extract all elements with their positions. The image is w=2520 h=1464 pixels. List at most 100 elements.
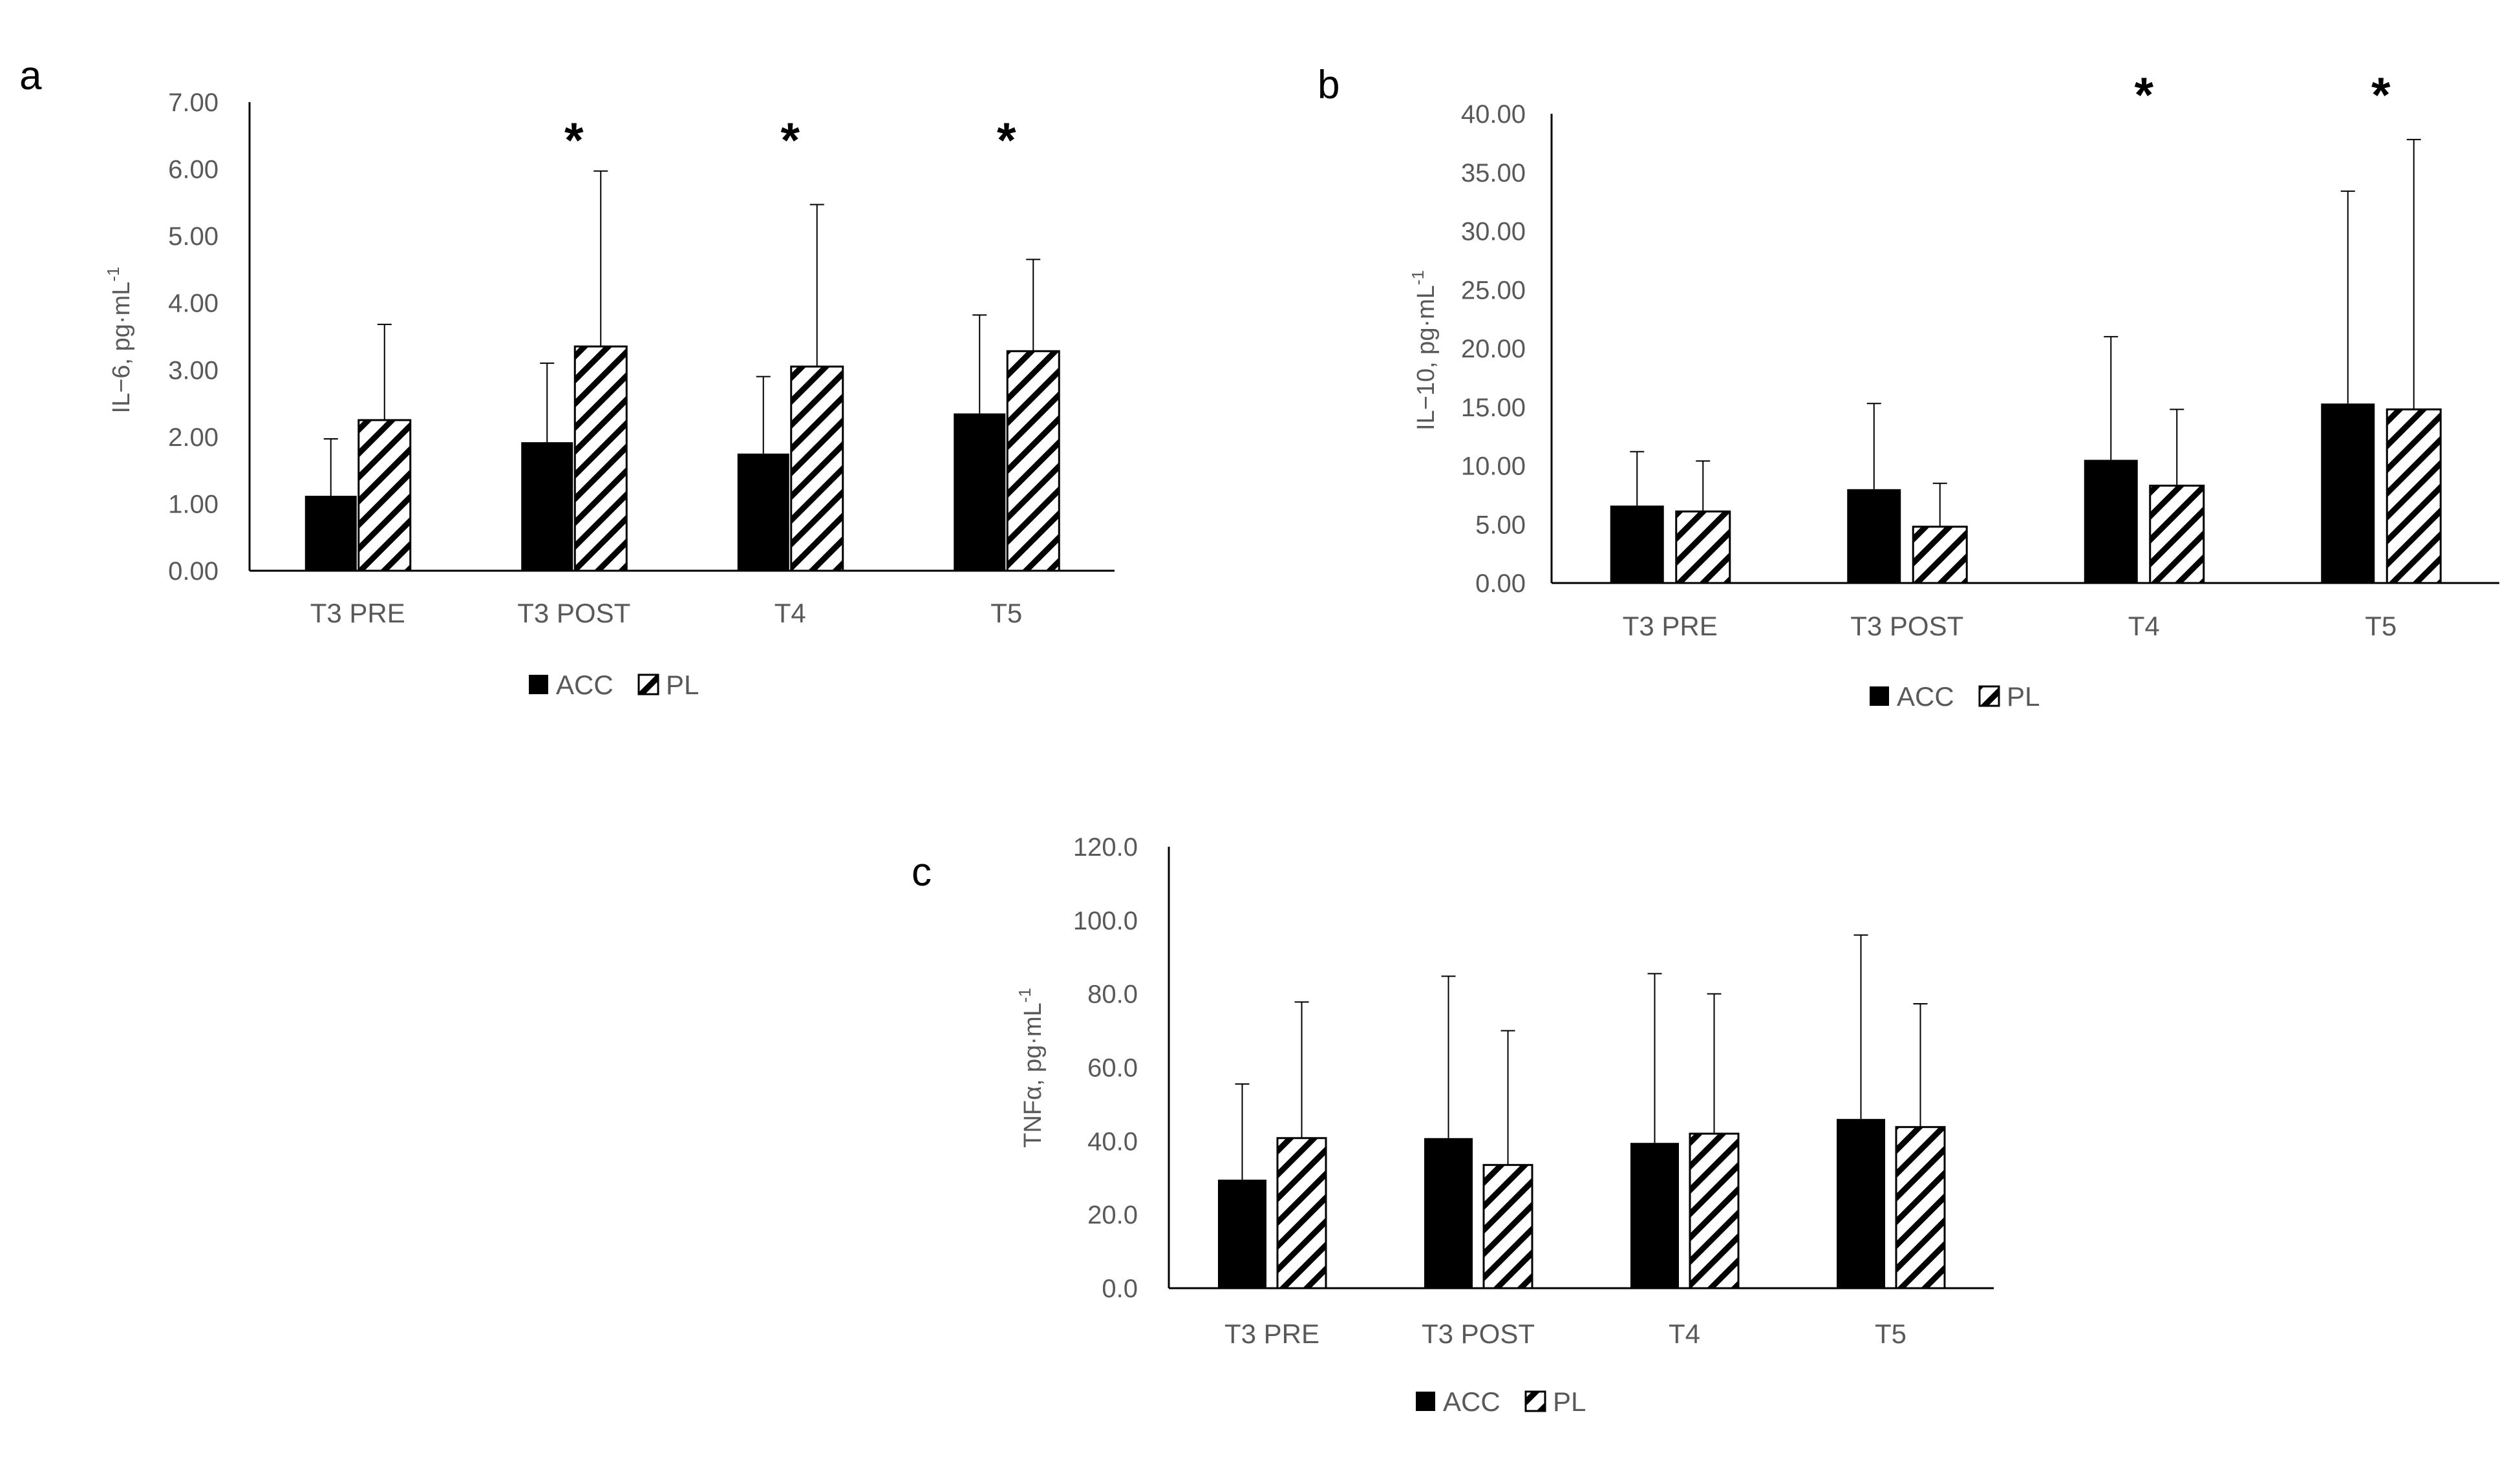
category-labels-b: T3 PRE T3 POST T4 T5	[1623, 611, 2397, 641]
legend-swatch-pl-b	[1978, 685, 2000, 707]
y-tick-labels-c: 0.0 20.0 40.0 60.0 80.0 100.0 120.0	[1073, 833, 1138, 1303]
category-label: T3 PRE	[1224, 1319, 1319, 1349]
legend-label-pl-c: PL	[1553, 1386, 1586, 1417]
y-tick-label: 3.00	[168, 356, 219, 385]
bar-group-a	[304, 170, 1060, 572]
bar-acc	[737, 453, 789, 571]
y-tick-label: 5.00	[168, 222, 219, 251]
significance-marker: *	[2371, 68, 2391, 123]
category-label: T3 PRE	[310, 598, 405, 628]
bar-pl	[2386, 408, 2442, 584]
bar-pl	[1482, 1163, 1533, 1289]
bar-acc	[304, 496, 357, 571]
bar-pl	[2149, 484, 2205, 584]
legend-swatch-acc-c	[1416, 1392, 1435, 1411]
y-tick-label: 20.00	[1461, 335, 1526, 363]
legend-label-acc-a: ACC	[556, 670, 614, 700]
y-axis-label-a: IL−6, pg·mL-1	[103, 267, 135, 414]
category-label: T4	[2128, 611, 2160, 641]
y-tick-labels-a: 0.00 1.00 2.00 3.00 4.00 5.00 6.00 7.00	[168, 89, 219, 586]
y-tick-label: 35.00	[1461, 159, 1526, 187]
category-label: T5	[2365, 611, 2397, 641]
bar-acc	[1630, 1143, 1679, 1288]
y-tick-label: 2.00	[168, 423, 219, 452]
significance-marker: *	[2134, 68, 2153, 123]
y-tick-label: 40.00	[1461, 100, 1526, 129]
bar-acc	[521, 442, 573, 571]
y-tick-label: 60.0	[1087, 1054, 1138, 1083]
significance-marker: *	[997, 113, 1016, 168]
legend-swatch-acc-b	[1870, 686, 1889, 706]
category-label: T3 POST	[517, 598, 630, 628]
bar-pl	[1895, 1126, 1946, 1289]
y-tick-label: 15.00	[1461, 394, 1526, 422]
legend-label-acc-b: ACC	[1897, 681, 1954, 712]
bar-acc	[2084, 460, 2138, 583]
y-axis-label-b: IL−10, pg·mL-1	[1408, 270, 1440, 430]
category-label: T5	[1875, 1319, 1906, 1349]
category-label: T4	[1669, 1319, 1700, 1349]
bar-pl	[358, 419, 412, 572]
y-tick-label: 0.0	[1102, 1275, 1138, 1303]
legend-b: ACC PL	[1870, 681, 2040, 712]
legend-c: ACC PL	[1416, 1386, 1586, 1417]
y-tick-label: 1.00	[168, 490, 219, 518]
svg-text:IL−6, pg·mL-1: IL−6, pg·mL-1	[103, 267, 135, 414]
y-tick-label: 40.0	[1087, 1127, 1138, 1156]
bar-acc	[1424, 1138, 1473, 1288]
y-tick-label: 120.0	[1073, 833, 1138, 862]
significance-marker: *	[564, 113, 584, 168]
y-tick-label: 25.00	[1461, 276, 1526, 304]
bar-pl	[1912, 525, 1968, 584]
bar-acc	[1218, 1180, 1266, 1288]
chart-panel-c: c TNFα, pg·mL-1 0.0 20.0 40.0 60.0 80.0 100.0…	[912, 833, 1994, 1417]
bar-pl	[573, 345, 628, 572]
significance-marker: *	[780, 113, 800, 168]
category-label: T3 POST	[1422, 1319, 1535, 1349]
svg-text:IL−10, pg·mL-1: IL−10, pg·mL-1	[1408, 270, 1440, 430]
chart-panel-a: a IL−6, pg·mL-1 0.00 1.00 2.00 3.00 4.00 5.00…	[19, 54, 1115, 700]
bar-pl	[1006, 350, 1060, 572]
panel-label-c: c	[912, 850, 932, 895]
legend-label-pl-b: PL	[2007, 681, 2040, 712]
chart-panel-b: b IL−10, pg·mL-1 0.00 5.00 10.00 15.00 20.00…	[1318, 63, 2499, 712]
y-tick-label: 6.00	[168, 156, 219, 184]
legend-a: ACC PL	[529, 670, 699, 700]
y-tick-label: 10.00	[1461, 452, 1526, 481]
y-tick-labels-b: 0.00 5.00 10.00 15.00 20.00 25.00 30.00 35.00 40…	[1461, 100, 1526, 598]
y-tick-label: 4.00	[168, 290, 219, 318]
bar-group-b	[1610, 138, 2442, 584]
significance-markers-a: * * *	[564, 113, 1016, 168]
bar-acc	[1610, 505, 1664, 583]
legend-label-acc-c: ACC	[1443, 1386, 1500, 1417]
y-tick-label: 0.00	[168, 557, 219, 586]
legend-label-pl-a: PL	[666, 670, 699, 700]
y-axis-label-c: TNFα, pg·mL-1	[1015, 988, 1047, 1148]
category-label: T5	[990, 598, 1022, 628]
category-labels-c: T3 PRE T3 POST T4 T5	[1224, 1319, 1906, 1349]
panel-label-a: a	[19, 54, 42, 98]
bar-acc	[1847, 489, 1901, 583]
legend-swatch-pl-c	[1524, 1390, 1546, 1412]
panel-label-b: b	[1318, 63, 1340, 107]
y-tick-label: 20.0	[1087, 1201, 1138, 1229]
bar-pl	[1675, 510, 1731, 584]
y-tick-label: 0.00	[1475, 569, 1526, 598]
bar-acc	[954, 413, 1006, 571]
bar-acc	[1837, 1119, 1885, 1288]
y-tick-label: 100.0	[1073, 907, 1138, 935]
bar-acc	[2321, 403, 2375, 583]
y-tick-label: 80.0	[1087, 981, 1138, 1009]
category-label: T4	[774, 598, 806, 628]
bar-pl	[1689, 1132, 1740, 1289]
significance-markers-b: * *	[2134, 68, 2391, 123]
svg-text:TNFα, pg·mL-1: TNFα, pg·mL-1	[1015, 988, 1047, 1148]
category-labels-a: T3 PRE T3 POST T4 T5	[310, 598, 1023, 628]
legend-swatch-acc-a	[529, 675, 548, 694]
y-tick-label: 7.00	[168, 89, 219, 117]
y-tick-label: 5.00	[1475, 511, 1526, 539]
category-label: T3 PRE	[1623, 611, 1718, 641]
legend-swatch-pl-a	[637, 674, 659, 695]
y-tick-label: 30.00	[1461, 218, 1526, 246]
